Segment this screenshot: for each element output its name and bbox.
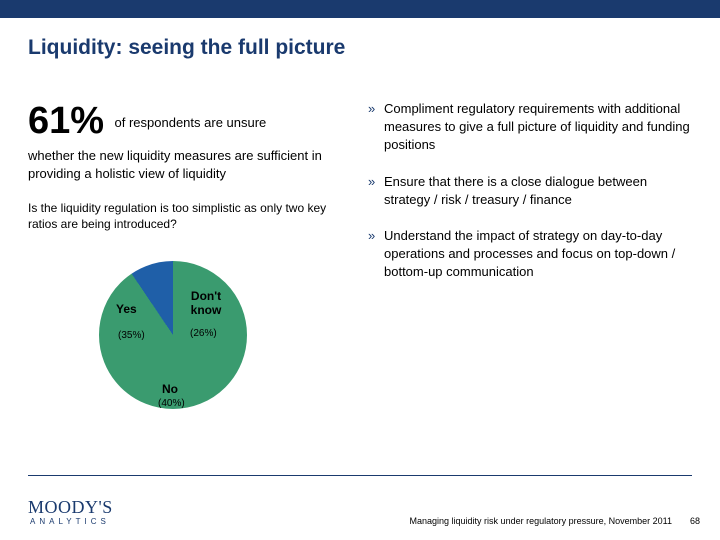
pie-pct-dont-know: (26%) [190,328,217,339]
bullet-list: Compliment regulatory requirements with … [368,100,692,282]
pie-label-no: No [162,382,178,396]
logo-main-text: MOODY'S [28,497,113,518]
stat-description: whether the new liquidity measures are s… [28,147,342,182]
stat-after-text: of respondents are unsure [115,115,267,130]
pie-label-yes: Yes [116,302,137,316]
bullet-item: Understand the impact of strategy on day… [368,227,692,282]
pie-chart: Yes Don't know No (35%) (26%) (40%) [88,250,258,420]
bullet-item: Compliment regulatory requirements with … [368,100,692,155]
left-column: 61% of respondents are unsure whether th… [28,100,360,420]
moodys-logo: MOODY'S ANALYTICS [28,497,113,526]
slide-title: Liquidity: seeing the full picture [28,36,720,60]
header-bar [0,0,720,18]
right-column: Compliment regulatory requirements with … [360,100,692,420]
bullet-item: Ensure that there is a close dialogue be… [368,173,692,209]
footer-divider [28,475,692,476]
chart-question: Is the liquidity regulation is too simpl… [28,200,342,232]
stat-block: 61% of respondents are unsure whether th… [28,100,342,182]
pie-pct-yes: (35%) [118,330,145,341]
stat-percentage: 61% [28,100,104,142]
content-area: 61% of respondents are unsure whether th… [28,100,692,420]
footer: MOODY'S ANALYTICS Managing liquidity ris… [28,497,700,526]
pie-pct-no: (40%) [158,398,185,409]
page-number: 68 [690,516,700,526]
footer-right: Managing liquidity risk under regulatory… [410,516,700,526]
logo-sub-text: ANALYTICS [30,517,113,526]
pie-label-dont-know: Don't know [184,290,228,316]
footer-source: Managing liquidity risk under regulatory… [410,516,672,526]
